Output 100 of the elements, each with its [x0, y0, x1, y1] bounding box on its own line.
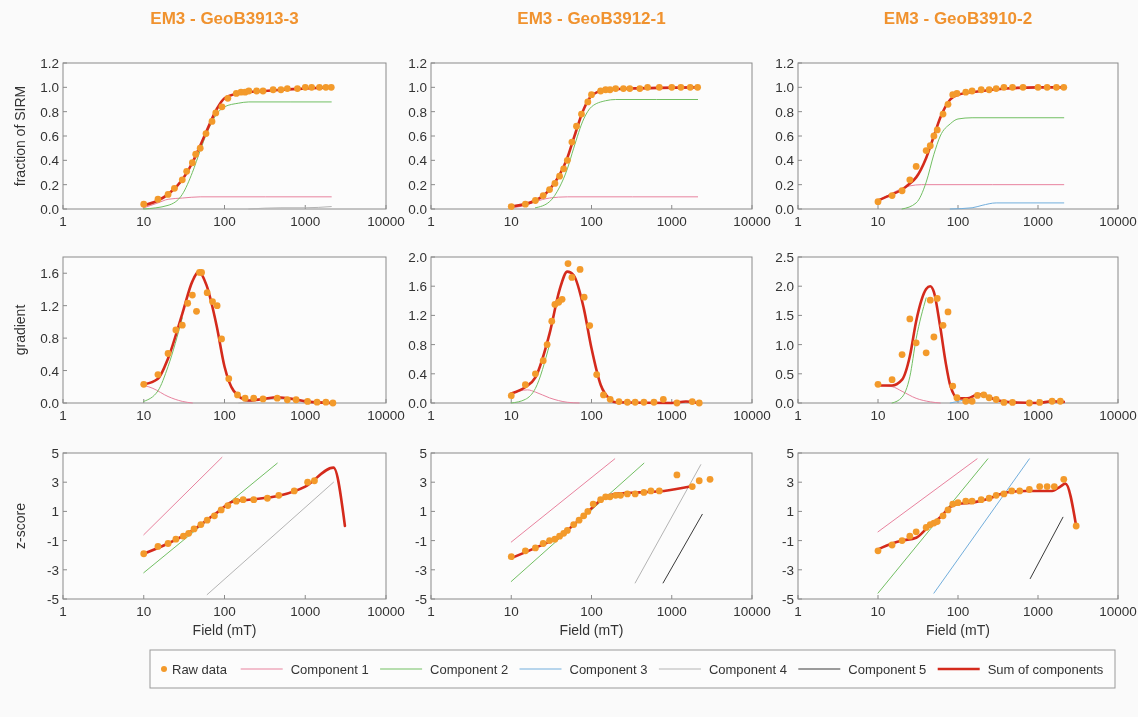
y-tick-label: 0.6 [40, 129, 59, 144]
y-tick-label: 1.0 [408, 80, 427, 96]
x-tick-label: 100 [213, 408, 236, 423]
y-tick-label: 3 [419, 475, 427, 491]
x-tick-label: 1000 [290, 214, 321, 229]
x-tick-label: 1000 [1022, 408, 1054, 423]
y-tick-label: 2.5 [775, 250, 794, 265]
y-tick-label: 1.2 [408, 308, 427, 324]
x-tick-label: 10000 [367, 604, 405, 619]
y-tick-label: 0.0 [408, 396, 427, 411]
y-tick-label: 1 [419, 504, 427, 520]
y-tick-label: 1.2 [408, 56, 427, 71]
x-axis-title: Field (mT) [559, 622, 624, 638]
y-tick-label: 0.2 [775, 177, 794, 193]
legend-label: Raw data [172, 662, 228, 677]
y-tick-label: 0.4 [40, 363, 60, 379]
x-tick-label: 1000 [290, 408, 321, 423]
y-tick-label: 2.0 [408, 250, 427, 265]
x-tick-label: 10 [136, 604, 152, 619]
x-tick-label: 1000 [1022, 214, 1054, 229]
y-tick-label: 3 [786, 475, 794, 491]
y-tick-label: 2.0 [775, 279, 794, 295]
x-tick-label: 1000 [290, 604, 321, 619]
x-tick-label: 100 [946, 604, 970, 619]
y-tick-label: 0.8 [775, 104, 794, 120]
y-tick-label: -1 [781, 533, 794, 549]
y-tick-label: 5 [419, 446, 427, 461]
y-tick-label: 1.0 [775, 337, 794, 353]
x-tick-label: 10 [136, 214, 152, 229]
x-tick-label: 10000 [367, 214, 405, 229]
y-tick-label: 1.2 [40, 56, 59, 71]
y-tick-label: 0.2 [40, 177, 59, 193]
y-tick-label: 0.4 [408, 153, 428, 169]
x-tick-label: 10 [870, 214, 886, 229]
x-tick-label: 1000 [656, 214, 687, 229]
y-tick-label: 0.2 [408, 177, 427, 193]
y-tick-label: 0.6 [775, 129, 794, 144]
x-tick-label: 10000 [1099, 214, 1137, 229]
y-tick-label: 0.4 [40, 153, 60, 169]
y-tick-label: 1.0 [775, 80, 794, 96]
y-tick-label: -3 [781, 562, 794, 578]
y-tick-label: -3 [414, 562, 427, 578]
x-tick-label: 10000 [367, 408, 405, 423]
legend-label: Sum of components [987, 662, 1104, 677]
legend-label: Component 4 [708, 662, 787, 677]
y-tick-label: -5 [414, 592, 427, 607]
y-tick-label: 1.6 [40, 266, 59, 282]
y-tick-label: 1.2 [40, 298, 59, 314]
y-tick-label: 1.6 [408, 279, 427, 295]
chart-title: EM3 - GeoB3912-1 [517, 9, 666, 28]
legend-label: Component 1 [290, 662, 369, 677]
y-tick-label: 0.5 [775, 366, 794, 382]
x-tick-label: 1000 [656, 408, 687, 423]
x-tick-label: 10 [503, 214, 519, 229]
y-tick-label: 3 [51, 475, 59, 491]
y-tick-label: 5 [51, 446, 59, 461]
x-tick-label: 1000 [656, 604, 687, 619]
x-axis-title: Field (mT) [926, 622, 990, 638]
x-tick-label: 10 [870, 604, 886, 619]
y-tick-label: -1 [414, 533, 427, 549]
x-tick-label: 10000 [733, 604, 771, 619]
y-tick-label: 1 [786, 504, 794, 520]
x-tick-label: 10 [870, 408, 886, 423]
y-axis-title: z-score [12, 502, 28, 549]
y-tick-label: 0.8 [408, 337, 427, 353]
y-tick-label: 1.0 [40, 80, 59, 96]
y-axis-title: gradient [12, 304, 28, 356]
x-tick-label: 10 [503, 408, 519, 423]
x-tick-label: 100 [580, 408, 603, 423]
legend-label: Component 2 [430, 662, 509, 677]
y-axis-title: fraction of SIRM [12, 85, 28, 187]
line-series [143, 317, 183, 402]
y-tick-label: 0.0 [40, 396, 59, 411]
x-tick-label: 10000 [733, 408, 771, 423]
legend-label: Component 3 [569, 662, 648, 677]
y-tick-label: 1 [51, 504, 59, 520]
y-tick-label: 0.8 [40, 104, 59, 120]
y-tick-label: 0.8 [408, 104, 427, 120]
legend-label: Component 5 [848, 662, 927, 677]
y-tick-label: 5 [786, 446, 794, 461]
x-tick-label: 100 [580, 604, 603, 619]
chart-title: EM3 - GeoB3910-2 [883, 9, 1033, 28]
x-tick-label: 10 [136, 408, 152, 423]
y-tick-label: 0.0 [775, 202, 794, 217]
x-tick-label: 10000 [733, 214, 771, 229]
y-tick-label: 0.4 [775, 153, 795, 169]
y-tick-label: -5 [46, 592, 59, 607]
chart-title: EM3 - GeoB3913-3 [150, 9, 299, 28]
x-tick-label: 100 [946, 214, 970, 229]
x-tick-label: 10000 [1099, 408, 1137, 423]
x-tick-label: 1000 [1022, 604, 1054, 619]
y-tick-label: -1 [46, 533, 59, 549]
y-tick-label: 0.0 [775, 396, 794, 411]
y-tick-label: -5 [781, 592, 794, 607]
x-tick-label: 100 [946, 408, 970, 423]
x-axis-title: Field (mT) [192, 622, 257, 638]
x-tick-label: 100 [580, 214, 603, 229]
y-tick-label: 0.0 [40, 202, 59, 217]
y-tick-label: -3 [46, 562, 59, 578]
y-tick-label: 0.8 [40, 331, 59, 347]
